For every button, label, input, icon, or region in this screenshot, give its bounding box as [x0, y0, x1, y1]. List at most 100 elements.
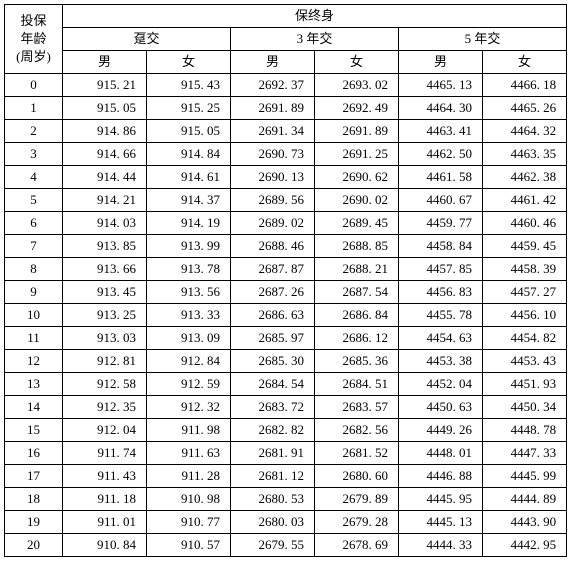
- value-cell: 4464. 30: [399, 97, 483, 120]
- age-cell: 19: [5, 511, 63, 534]
- value-cell: 4450. 63: [399, 396, 483, 419]
- value-cell: 4462. 38: [483, 166, 567, 189]
- value-cell: 2687. 26: [231, 281, 315, 304]
- age-cell: 4: [5, 166, 63, 189]
- value-cell: 4459. 77: [399, 212, 483, 235]
- value-cell: 2690. 13: [231, 166, 315, 189]
- value-cell: 911. 01: [63, 511, 147, 534]
- table-row: 18911. 18910. 982680. 532679. 894445. 95…: [5, 488, 567, 511]
- age-cell: 17: [5, 465, 63, 488]
- value-cell: 912. 59: [147, 373, 231, 396]
- table-row: 5914. 21914. 372689. 562690. 024460. 674…: [5, 189, 567, 212]
- value-cell: 2691. 89: [231, 97, 315, 120]
- value-cell: 4453. 38: [399, 350, 483, 373]
- value-cell: 2692. 49: [315, 97, 399, 120]
- age-cell: 13: [5, 373, 63, 396]
- value-cell: 4450. 34: [483, 396, 567, 419]
- value-cell: 4452. 04: [399, 373, 483, 396]
- value-cell: 4461. 58: [399, 166, 483, 189]
- value-cell: 2682. 56: [315, 419, 399, 442]
- value-cell: 2691. 34: [231, 120, 315, 143]
- value-cell: 2689. 02: [231, 212, 315, 235]
- value-cell: 4460. 67: [399, 189, 483, 212]
- value-cell: 912. 32: [147, 396, 231, 419]
- gender-header-f: 女: [483, 51, 567, 74]
- value-cell: 4465. 26: [483, 97, 567, 120]
- value-cell: 4444. 33: [399, 534, 483, 557]
- value-cell: 912. 58: [63, 373, 147, 396]
- value-cell: 2685. 30: [231, 350, 315, 373]
- value-cell: 914. 86: [63, 120, 147, 143]
- value-cell: 2689. 45: [315, 212, 399, 235]
- value-cell: 914. 21: [63, 189, 147, 212]
- table-row: 1915. 05915. 252691. 892692. 494464. 304…: [5, 97, 567, 120]
- payterm-header-0: 趸交: [63, 28, 231, 51]
- age-cell: 11: [5, 327, 63, 350]
- table-row: 6914. 03914. 192689. 022689. 454459. 774…: [5, 212, 567, 235]
- value-cell: 913. 25: [63, 304, 147, 327]
- table-row: 17911. 43911. 282681. 122680. 604446. 88…: [5, 465, 567, 488]
- value-cell: 913. 66: [63, 258, 147, 281]
- value-cell: 4454. 63: [399, 327, 483, 350]
- table-row: 8913. 66913. 782687. 872688. 214457. 854…: [5, 258, 567, 281]
- table-body: 0915. 21915. 432692. 372693. 024465. 134…: [5, 74, 567, 557]
- value-cell: 915. 21: [63, 74, 147, 97]
- value-cell: 4466. 18: [483, 74, 567, 97]
- age-cell: 9: [5, 281, 63, 304]
- age-header: 投保 年龄 (周岁): [5, 5, 63, 74]
- age-cell: 18: [5, 488, 63, 511]
- value-cell: 4447. 33: [483, 442, 567, 465]
- age-cell: 0: [5, 74, 63, 97]
- value-cell: 2693. 02: [315, 74, 399, 97]
- value-cell: 915. 05: [147, 120, 231, 143]
- value-cell: 2681. 12: [231, 465, 315, 488]
- value-cell: 2691. 25: [315, 143, 399, 166]
- age-cell: 2: [5, 120, 63, 143]
- value-cell: 910. 98: [147, 488, 231, 511]
- value-cell: 2686. 63: [231, 304, 315, 327]
- value-cell: 2679. 28: [315, 511, 399, 534]
- value-cell: 4445. 99: [483, 465, 567, 488]
- value-cell: 913. 33: [147, 304, 231, 327]
- gender-header-m: 男: [231, 51, 315, 74]
- payterm-header-1: 3 年交: [231, 28, 399, 51]
- value-cell: 4444. 89: [483, 488, 567, 511]
- table-row: 11913. 03913. 092685. 972686. 124454. 63…: [5, 327, 567, 350]
- age-cell: 14: [5, 396, 63, 419]
- value-cell: 2685. 36: [315, 350, 399, 373]
- value-cell: 4445. 13: [399, 511, 483, 534]
- value-cell: 915. 05: [63, 97, 147, 120]
- value-cell: 913. 78: [147, 258, 231, 281]
- age-header-line1: 投保: [5, 12, 62, 30]
- value-cell: 2688. 85: [315, 235, 399, 258]
- table-row: 19911. 01910. 772680. 032679. 284445. 13…: [5, 511, 567, 534]
- age-cell: 15: [5, 419, 63, 442]
- table-row: 4914. 44914. 612690. 132690. 624461. 584…: [5, 166, 567, 189]
- value-cell: 913. 03: [63, 327, 147, 350]
- value-cell: 2681. 52: [315, 442, 399, 465]
- value-cell: 910. 57: [147, 534, 231, 557]
- value-cell: 4464. 32: [483, 120, 567, 143]
- value-cell: 4448. 01: [399, 442, 483, 465]
- payterm-header-2: 5 年交: [399, 28, 567, 51]
- value-cell: 4449. 26: [399, 419, 483, 442]
- value-cell: 912. 04: [63, 419, 147, 442]
- table-row: 9913. 45913. 562687. 262687. 544456. 834…: [5, 281, 567, 304]
- value-cell: 2688. 21: [315, 258, 399, 281]
- value-cell: 4457. 27: [483, 281, 567, 304]
- value-cell: 913. 56: [147, 281, 231, 304]
- value-cell: 913. 45: [63, 281, 147, 304]
- age-cell: 16: [5, 442, 63, 465]
- value-cell: 2681. 91: [231, 442, 315, 465]
- value-cell: 2679. 89: [315, 488, 399, 511]
- age-cell: 3: [5, 143, 63, 166]
- value-cell: 914. 37: [147, 189, 231, 212]
- value-cell: 2680. 03: [231, 511, 315, 534]
- value-cell: 4453. 43: [483, 350, 567, 373]
- value-cell: 912. 35: [63, 396, 147, 419]
- value-cell: 913. 09: [147, 327, 231, 350]
- table-row: 20910. 84910. 572679. 552678. 694444. 33…: [5, 534, 567, 557]
- value-cell: 2683. 72: [231, 396, 315, 419]
- value-cell: 911. 28: [147, 465, 231, 488]
- value-cell: 914. 19: [147, 212, 231, 235]
